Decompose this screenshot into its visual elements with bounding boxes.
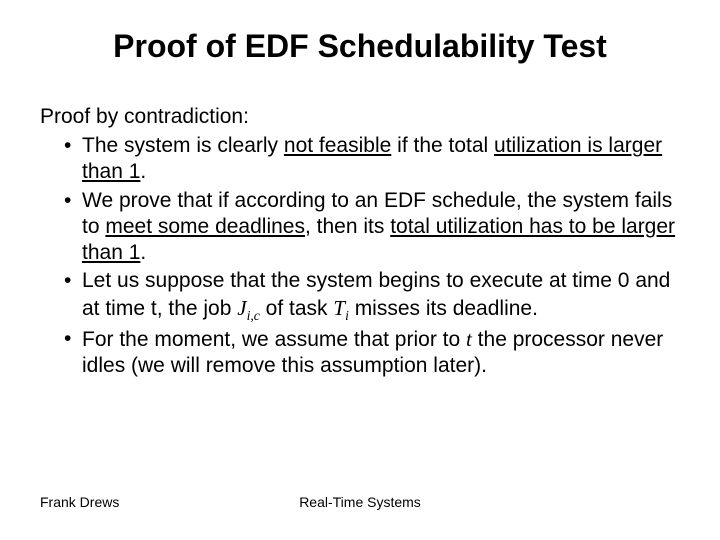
footer-title: Real-Time Systems — [40, 494, 680, 510]
slide: Proof of EDF Schedulability Test Proof b… — [0, 0, 720, 540]
proof-lead: Proof by contradiction: — [40, 105, 680, 129]
symbol-jic: Ji,c — [237, 296, 260, 320]
underline-not-feasible: not feasible — [284, 134, 391, 157]
symbol-ti: Ti — [333, 296, 348, 320]
bullet-2: We prove that if according to an EDF sch… — [64, 188, 680, 267]
slide-title: Proof of EDF Schedulability Test — [40, 28, 680, 65]
text: For the moment, we assume that prior to — [82, 328, 466, 351]
bullet-list: The system is clearly not feasible if th… — [40, 133, 680, 379]
underline-meet-deadlines: meet some deadlines — [105, 215, 305, 238]
text: , then its — [305, 215, 390, 238]
text: . — [140, 160, 146, 183]
text: The system is clearly — [82, 134, 284, 157]
text: if the total — [391, 134, 494, 157]
text: of task — [260, 297, 334, 320]
bullet-1: The system is clearly not feasible if th… — [64, 133, 680, 186]
text: misses its deadline. — [349, 297, 538, 320]
text: . — [140, 241, 146, 264]
bullet-4: For the moment, we assume that prior to … — [64, 326, 680, 380]
bullet-3: Let us suppose that the system begins to… — [64, 268, 680, 324]
